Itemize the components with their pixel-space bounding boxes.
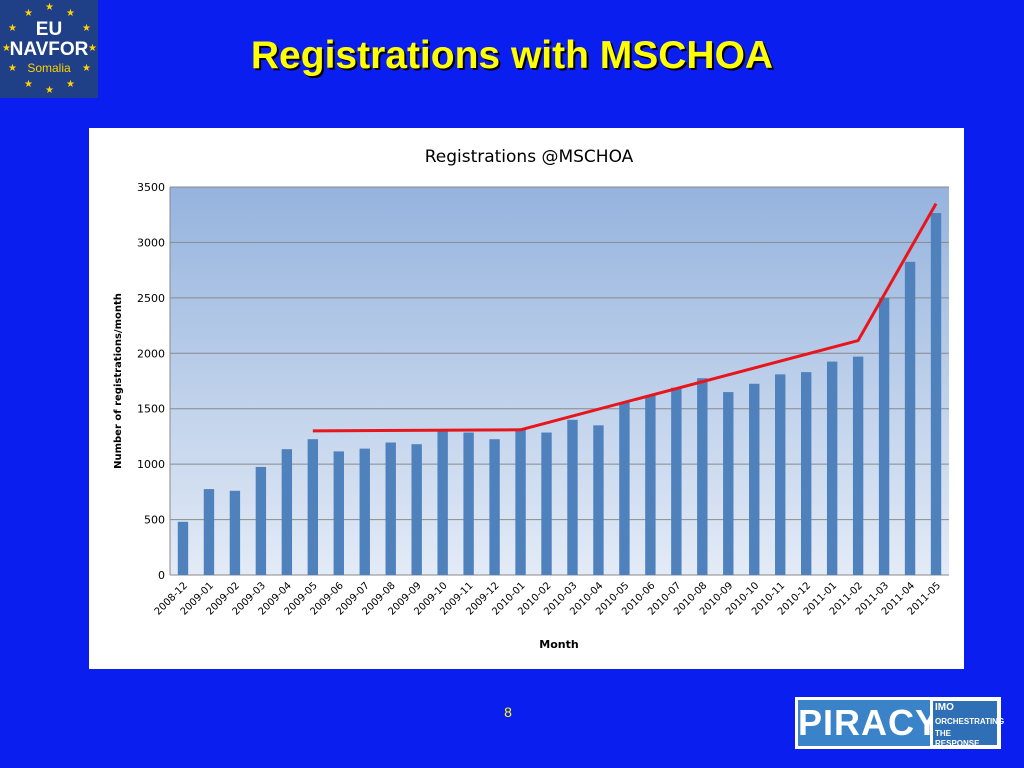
bar	[281, 449, 293, 575]
bar	[593, 425, 604, 575]
star-icon: ★	[82, 23, 91, 34]
bar	[749, 383, 760, 575]
y-tick-label: 1500	[137, 403, 165, 416]
star-icon: ★	[66, 79, 75, 90]
y-tick-label: 500	[144, 514, 165, 527]
bar	[826, 361, 838, 575]
logo-line-navfor: NAVFOR	[9, 39, 89, 60]
logo-line-eu: EU	[35, 19, 63, 40]
bar	[359, 448, 370, 575]
y-tick-label: 2500	[137, 292, 165, 305]
y-tick-label: 0	[158, 569, 165, 582]
star-icon: ★	[45, 2, 54, 13]
bar	[489, 439, 500, 575]
bar	[463, 432, 474, 575]
bar	[437, 430, 448, 575]
star-icon: ★	[2, 43, 11, 54]
bar	[203, 489, 215, 575]
bar	[852, 356, 864, 575]
piracy-word: PIRACY	[798, 700, 939, 746]
trend-line	[312, 202, 938, 433]
plot-area	[170, 187, 949, 575]
bar	[541, 432, 552, 575]
chart-container: Registrations @MSCHOA 0 500 1000 1500 2000 25…	[89, 128, 964, 669]
x-axis-label: Month	[539, 638, 578, 651]
bar	[333, 451, 344, 575]
bar	[697, 378, 708, 575]
y-tick-label: 3500	[137, 181, 165, 194]
page-number: 8	[504, 704, 512, 720]
bar	[177, 521, 189, 575]
piracy-badge: PIRACY IMO ORCHESTRATING THE RESPONSE	[795, 697, 1004, 749]
bar	[800, 372, 812, 575]
bar	[567, 419, 578, 575]
bar	[645, 395, 656, 575]
slide-title: Registrations with MSCHOA	[250, 34, 774, 77]
bar	[385, 442, 396, 575]
star-icon: ★	[8, 63, 17, 74]
badge-tagline-2: THE RESPONSE	[935, 729, 980, 748]
bar	[229, 490, 241, 575]
bar	[723, 392, 734, 575]
bar	[930, 213, 942, 575]
y-tick-label: 1000	[137, 458, 165, 471]
y-tick-label: 2000	[137, 347, 165, 360]
y-axis-label: Number of registrations/month	[113, 293, 124, 469]
imo-label: IMO	[935, 702, 954, 713]
y-tick-label: 3000	[137, 236, 165, 249]
bar	[619, 402, 630, 575]
bar	[515, 428, 526, 575]
bar	[775, 374, 786, 575]
eu-navfor-logo: ★ ★ ★ ★ ★ ★ ★ ★ ★ ★ ★ ★ EU NAVFOR Somali…	[0, 0, 98, 98]
bar	[904, 261, 916, 575]
star-icon: ★	[24, 79, 33, 90]
bar	[255, 466, 267, 575]
star-icon: ★	[88, 43, 97, 54]
star-icon: ★	[8, 23, 17, 34]
chart-title: Registrations @MSCHOA	[425, 147, 634, 167]
bar	[411, 444, 422, 575]
star-icon: ★	[45, 85, 54, 96]
bar	[878, 297, 890, 575]
bar	[671, 387, 682, 575]
star-icon: ★	[82, 63, 91, 74]
badge-tagline-1: ORCHESTRATING	[935, 717, 1005, 726]
logo-line-somalia: Somalia	[27, 61, 71, 75]
imo-block: IMO ORCHESTRATING THE RESPONSE	[933, 701, 1004, 748]
bar-chart: Registrations @MSCHOA 0 500 1000 1500 2000 25…	[113, 147, 949, 651]
star-icon: ★	[66, 8, 75, 19]
bar	[307, 439, 319, 575]
star-icon: ★	[24, 8, 33, 19]
